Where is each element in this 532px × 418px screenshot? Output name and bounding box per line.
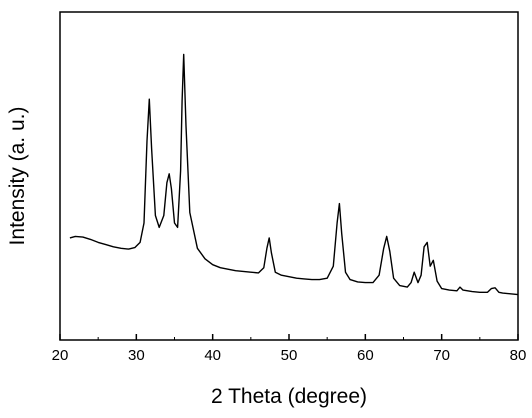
x-tick-label: 40	[204, 347, 221, 364]
y-axis-title: Intensity (a. u.)	[6, 107, 29, 246]
x-axis-tick-labels: 20 30 40 50 60 70 80	[52, 347, 527, 364]
x-tick-label: 60	[357, 347, 374, 364]
x-axis-title: 2 Theta (degree)	[211, 385, 367, 408]
x-tick-label: 70	[433, 347, 450, 364]
x-tick-label: 30	[128, 347, 145, 364]
series-line	[69, 53, 519, 296]
x-tick-label: 20	[52, 347, 69, 364]
x-axis-ticks	[59, 334, 519, 340]
x-tick-label: 50	[281, 347, 298, 364]
series-layer	[69, 53, 519, 296]
x-tick-label: 80	[510, 347, 527, 364]
